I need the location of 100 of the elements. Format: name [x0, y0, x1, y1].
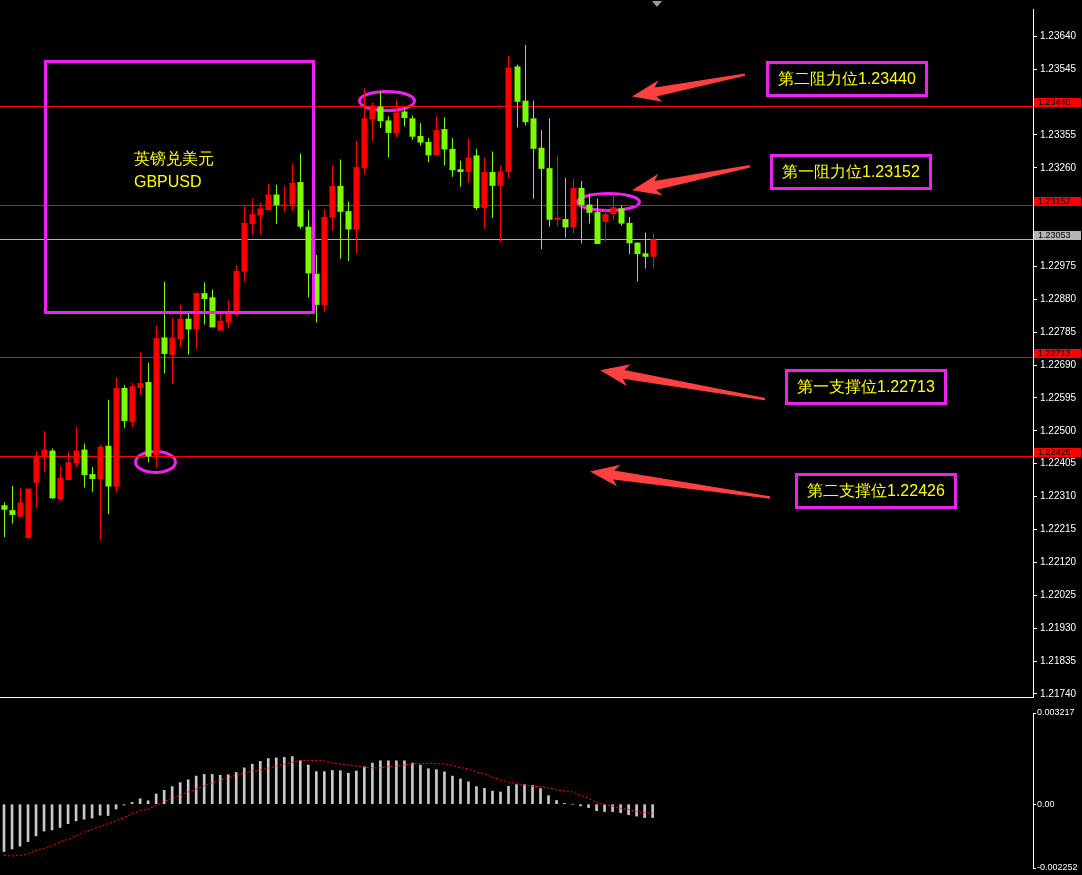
bar — [274, 757, 278, 805]
bar — [539, 788, 542, 805]
candlestick — [425, 137, 432, 163]
candlestick — [562, 177, 569, 238]
y-tick-label: 1.22215 — [1040, 523, 1077, 535]
bar — [266, 758, 270, 805]
bar — [322, 771, 326, 805]
candlestick — [634, 242, 641, 282]
bar — [363, 766, 366, 805]
candlestick — [177, 303, 184, 348]
candlestick — [377, 91, 384, 129]
y-tick-label: 1.22310 — [1040, 490, 1077, 502]
bar — [403, 760, 406, 805]
candlestick — [578, 180, 585, 244]
bar — [330, 770, 334, 805]
bar — [427, 768, 430, 805]
bar — [459, 778, 462, 805]
candlestick — [201, 281, 208, 326]
candlestick — [457, 160, 464, 188]
y-tick-label: 1.21930 — [1040, 621, 1077, 633]
ref-line-label: 1.23053 — [1038, 229, 1071, 240]
candlestick — [522, 44, 529, 126]
bar — [555, 800, 558, 805]
ref-line-label: 1.23152 — [1038, 195, 1071, 206]
annotation: 第二阻力位1.23440 — [766, 61, 928, 97]
bar — [467, 781, 470, 805]
bar — [587, 804, 590, 808]
candlestick — [618, 204, 625, 227]
bar — [282, 757, 286, 805]
y-tick-label: 1.23640 — [1040, 30, 1077, 42]
bar — [226, 774, 230, 805]
y-tick-label: 1.22405 — [1040, 457, 1077, 469]
bar — [443, 771, 446, 805]
candlestick — [345, 200, 352, 262]
ref-line-label: 1.22713 — [1038, 347, 1071, 358]
bar — [339, 770, 342, 805]
bar — [202, 774, 206, 805]
candlestick — [9, 485, 16, 525]
bar — [635, 804, 638, 817]
bar — [298, 759, 302, 805]
bar — [210, 774, 214, 805]
bar — [186, 779, 190, 805]
candlestick — [17, 488, 24, 518]
candlestick — [57, 465, 64, 502]
bar — [603, 804, 606, 812]
candlestick — [273, 184, 280, 225]
bar — [290, 756, 294, 805]
bar — [194, 775, 198, 805]
candlestick — [225, 299, 232, 329]
bar — [483, 787, 486, 805]
y-tick-label: -0.002252 — [1037, 862, 1078, 873]
candlestick — [489, 151, 496, 219]
bar — [387, 760, 390, 805]
bar — [643, 804, 646, 818]
bar — [314, 771, 318, 805]
candlestick — [409, 115, 416, 141]
candlestick — [161, 281, 168, 374]
bar — [242, 767, 246, 805]
candlestick — [385, 115, 392, 158]
bar — [515, 784, 518, 805]
bar — [627, 804, 630, 815]
bar — [435, 769, 438, 805]
bar — [419, 764, 422, 805]
candlestick — [89, 466, 96, 493]
bar — [250, 763, 254, 805]
y-tick-label: 1.22880 — [1040, 293, 1077, 305]
candlestick — [642, 232, 649, 270]
annotation: 第二支撑位1.22426 — [795, 473, 957, 509]
bar — [651, 804, 654, 818]
y-tick-label: 1.22595 — [1040, 391, 1077, 403]
y-tick-label: 1.23260 — [1040, 161, 1077, 173]
annotation: 第一支撑位1.22713 — [785, 369, 947, 405]
bar — [499, 791, 502, 805]
text: 英镑兑美元 — [134, 149, 214, 169]
candlestick — [538, 129, 545, 250]
bar — [475, 786, 478, 805]
y-tick-label: 1.23545 — [1040, 62, 1077, 74]
candlestick — [602, 209, 609, 242]
bar — [411, 762, 414, 805]
bar — [178, 782, 182, 805]
bar — [234, 772, 238, 805]
candlestick — [650, 233, 657, 270]
y-tick-label: 1.23355 — [1040, 128, 1077, 140]
candlestick — [1, 502, 8, 538]
y-tick-label: 1.22025 — [1040, 589, 1077, 600]
annotation: 第一阻力位1.23152 — [770, 154, 932, 190]
bar — [347, 772, 350, 805]
candlestick — [465, 138, 472, 184]
bar — [355, 770, 358, 805]
bar — [507, 785, 510, 805]
y-tick-label: 1.22690 — [1040, 358, 1077, 370]
text: GBPUSD — [134, 172, 202, 192]
y-tick-label: 1.22120 — [1040, 556, 1077, 568]
bar — [531, 785, 534, 805]
ref-line-label: 1.23440 — [1038, 96, 1071, 107]
candlestick — [441, 116, 448, 166]
y-tick-label: 1.22975 — [1040, 260, 1077, 272]
bar — [371, 762, 374, 805]
bar — [547, 795, 550, 805]
y-tick-label: 1.22500 — [1040, 424, 1077, 436]
